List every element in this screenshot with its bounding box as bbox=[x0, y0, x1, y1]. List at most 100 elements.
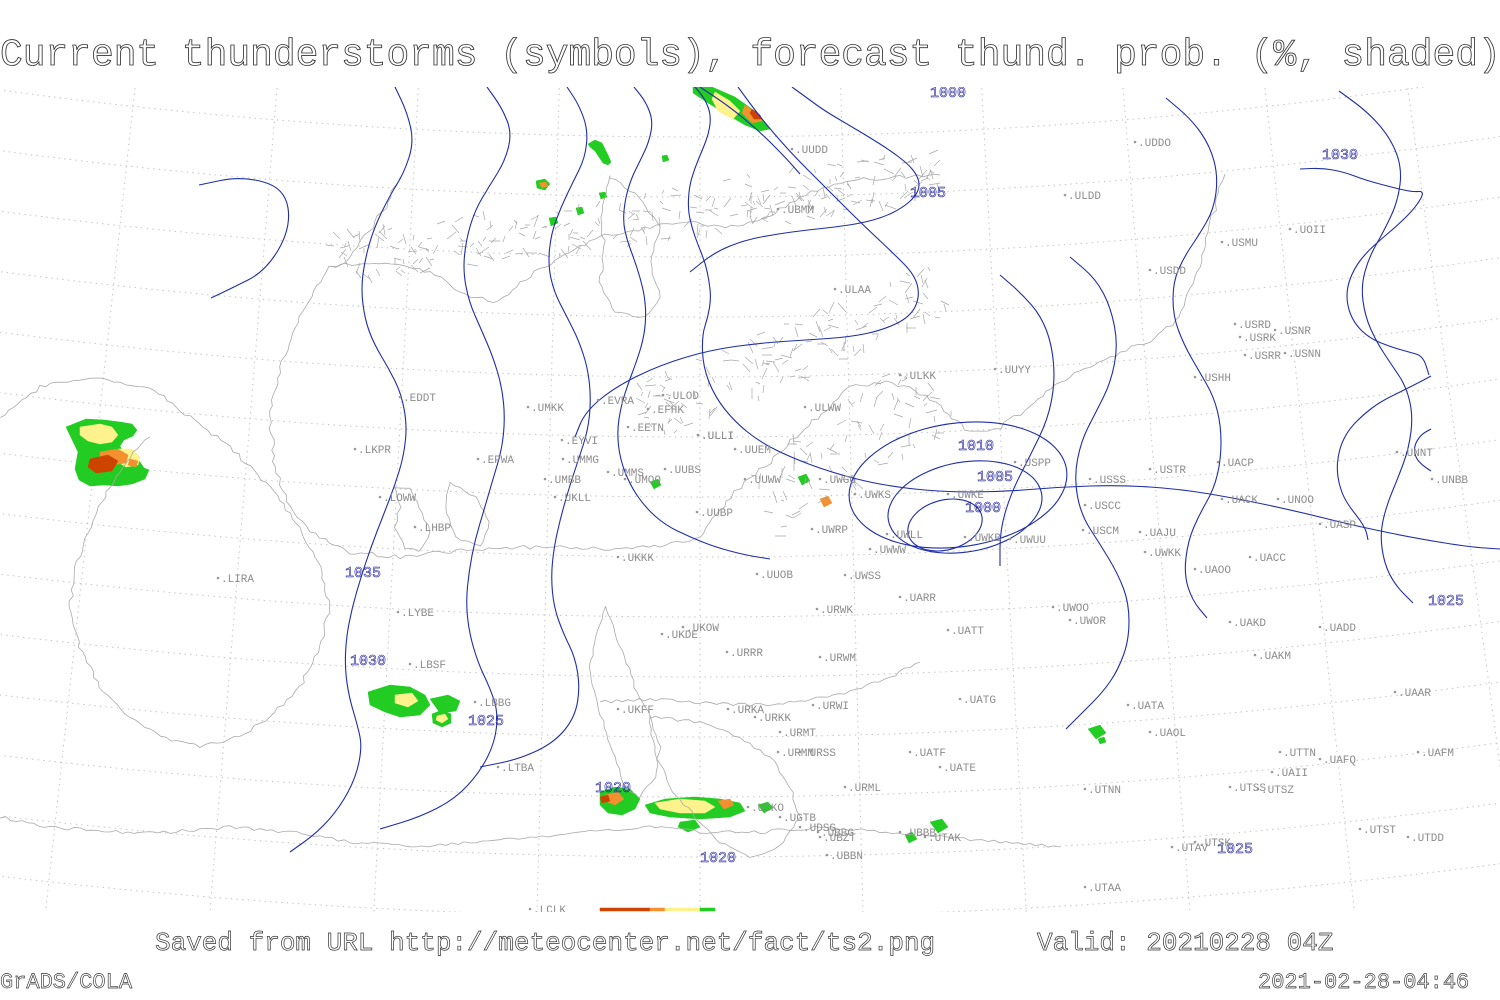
svg-text:.UTST: .UTST bbox=[1363, 825, 1396, 837]
svg-text:.USRK: .USRK bbox=[1243, 333, 1276, 345]
svg-text:.UGKO: .UGKO bbox=[751, 803, 784, 815]
svg-text:.UATA: .UATA bbox=[1131, 701, 1164, 713]
svg-text:.ULAA: .ULAA bbox=[838, 285, 871, 297]
svg-text:.UMBB: .UMBB bbox=[548, 475, 581, 487]
svg-text:.UACK: .UACK bbox=[1225, 495, 1258, 507]
svg-text:.UWRP: .UWRP bbox=[815, 525, 848, 537]
svg-text:1035: 1035 bbox=[345, 565, 381, 582]
svg-text:.USTR: .USTR bbox=[1153, 465, 1186, 477]
svg-text:.UWKS: .UWKS bbox=[858, 490, 891, 502]
svg-text:.UAFM: .UAFM bbox=[1421, 748, 1454, 760]
svg-text:.UUEM: .UUEM bbox=[738, 445, 771, 457]
svg-text:.USRR: .USRR bbox=[1248, 351, 1281, 363]
svg-text:.USCC: .USCC bbox=[1088, 501, 1121, 513]
svg-text:.UBZT: .UBZT bbox=[823, 833, 856, 845]
svg-text:1020: 1020 bbox=[595, 780, 631, 797]
svg-text:.UMOO: .UMOO bbox=[628, 475, 661, 487]
svg-text:.UKFF: .UKFF bbox=[621, 705, 654, 717]
svg-text:.USNR: .USNR bbox=[1278, 326, 1311, 338]
svg-text:.LOWW: .LOWW bbox=[383, 493, 416, 505]
svg-text:.ULKK: .ULKK bbox=[903, 371, 936, 383]
svg-text:.UAOO: .UAOO bbox=[1198, 565, 1231, 577]
svg-text:.UASP: .UASP bbox=[1323, 520, 1356, 532]
svg-text:.UAAR: .UAAR bbox=[1398, 688, 1431, 700]
svg-text:.UATE: .UATE bbox=[943, 763, 976, 775]
svg-text:.UADD: .UADD bbox=[1323, 623, 1356, 635]
svg-text:.UKKK: .UKKK bbox=[621, 553, 654, 565]
svg-text:.UAII: .UAII bbox=[1275, 768, 1308, 780]
svg-text:.UUBS: .UUBS bbox=[668, 465, 701, 477]
svg-text:.UWOR: .UWOR bbox=[1073, 616, 1106, 628]
svg-text:.UTAV: .UTAV bbox=[1175, 843, 1208, 855]
svg-text:.USRD: .USRD bbox=[1238, 320, 1271, 332]
svg-text:1030: 1030 bbox=[1322, 147, 1358, 164]
svg-text:.UATG: .UATG bbox=[963, 695, 996, 707]
svg-text:.UWWW: .UWWW bbox=[873, 545, 906, 557]
svg-text:.UWOO: .UWOO bbox=[1056, 603, 1089, 615]
svg-text:.URMT: .URMT bbox=[783, 728, 816, 740]
svg-text:.UWKB: .UWKB bbox=[968, 533, 1001, 545]
svg-text:.ULDD: .ULDD bbox=[1068, 191, 1101, 203]
svg-text:1000: 1000 bbox=[965, 500, 1001, 517]
svg-text:.UBMM: .UBMM bbox=[781, 205, 814, 217]
svg-text:.UUDD: .UUDD bbox=[795, 145, 828, 157]
svg-text:.UATF: .UATF bbox=[913, 748, 946, 760]
svg-text:1010: 1010 bbox=[958, 438, 994, 455]
svg-text:.UWSS: .UWSS bbox=[848, 571, 881, 583]
svg-text:.LBSF: .LBSF bbox=[413, 660, 446, 672]
svg-text:.LHBP: .LHBP bbox=[418, 523, 451, 535]
svg-text:.UAFQ: .UAFQ bbox=[1323, 755, 1356, 767]
svg-text:.UKDE: .UKDE bbox=[665, 630, 698, 642]
svg-text:.UUBP: .UUBP bbox=[700, 508, 733, 520]
svg-text:.UTAK: .UTAK bbox=[928, 833, 961, 845]
svg-text:.EYVI: .EYVI bbox=[565, 436, 598, 448]
svg-text:1005: 1005 bbox=[977, 469, 1013, 486]
svg-text:.UAKM: .UAKM bbox=[1258, 651, 1291, 663]
svg-text:.USPP: .USPP bbox=[1018, 458, 1051, 470]
svg-text:.UWKK: .UWKK bbox=[1148, 548, 1181, 560]
svg-text:.UOII: .UOII bbox=[1293, 225, 1326, 237]
svg-text:.UACC: .UACC bbox=[1253, 553, 1286, 565]
svg-text:1005: 1005 bbox=[910, 185, 946, 202]
svg-text:.USCM: .USCM bbox=[1086, 526, 1119, 538]
svg-text:.UMKK: .UMKK bbox=[531, 403, 564, 415]
svg-text:.EPWA: .EPWA bbox=[481, 455, 514, 467]
svg-text:.EVRA: .EVRA bbox=[601, 396, 634, 408]
svg-text:.UBBN: .UBBN bbox=[830, 851, 863, 863]
svg-text:.EDDT: .EDDT bbox=[403, 393, 436, 405]
svg-text:.ULWW: .ULWW bbox=[808, 403, 841, 415]
svg-text:.UARR: .UARR bbox=[903, 593, 936, 605]
svg-text:.UTSS: .UTSS bbox=[1233, 783, 1266, 795]
svg-text:.UTDD: .UTDD bbox=[1411, 833, 1444, 845]
svg-text:.UTNN: .UTNN bbox=[1088, 785, 1121, 797]
svg-text:.UWUU: .UWUU bbox=[1013, 535, 1046, 547]
svg-text:.URRR: .URRR bbox=[730, 648, 763, 660]
svg-text:.URWK: .URWK bbox=[820, 605, 853, 617]
svg-text:.UKLL: .UKLL bbox=[558, 493, 591, 505]
svg-text:.USDD: .USDD bbox=[1153, 266, 1186, 278]
svg-text:.USMU: .USMU bbox=[1225, 238, 1258, 250]
svg-text:.URWM: .URWM bbox=[823, 653, 856, 665]
svg-text:.UMMG: .UMMG bbox=[566, 455, 599, 467]
svg-text:.LYBE: .LYBE bbox=[401, 608, 434, 620]
svg-text:.UAKD: .UAKD bbox=[1233, 618, 1266, 630]
svg-text:.LKPR: .LKPR bbox=[358, 445, 391, 457]
svg-text:.UUWW: .UUWW bbox=[748, 475, 781, 487]
svg-text:.ULOD: .ULOD bbox=[666, 391, 699, 403]
svg-text:GrADS/COLA: GrADS/COLA bbox=[0, 970, 133, 995]
svg-text:.UWGG: .UWGG bbox=[823, 475, 856, 487]
svg-text:.UNOO: .UNOO bbox=[1281, 495, 1314, 507]
svg-text:1025: 1025 bbox=[1428, 593, 1464, 610]
svg-text:Saved from URL http://meteocen: Saved from URL http://meteocenter.net/fa… bbox=[155, 928, 935, 958]
svg-text:.EETN: .EETN bbox=[631, 423, 664, 435]
svg-text:.UAOL: .UAOL bbox=[1153, 728, 1186, 740]
svg-text:.USNN: .USNN bbox=[1288, 349, 1321, 361]
svg-text:2021-02-28-04:46: 2021-02-28-04:46 bbox=[1258, 970, 1469, 995]
svg-text:.UNBB: .UNBB bbox=[1435, 475, 1468, 487]
svg-text:.LTBA: .LTBA bbox=[501, 763, 534, 775]
svg-text:.UDDO: .UDDO bbox=[1138, 138, 1171, 150]
svg-text:.LIRA: .LIRA bbox=[221, 574, 254, 586]
svg-text:.URKK: .URKK bbox=[758, 713, 791, 725]
svg-text:.UUOB: .UUOB bbox=[760, 570, 793, 582]
svg-text:.UACP: .UACP bbox=[1221, 458, 1254, 470]
